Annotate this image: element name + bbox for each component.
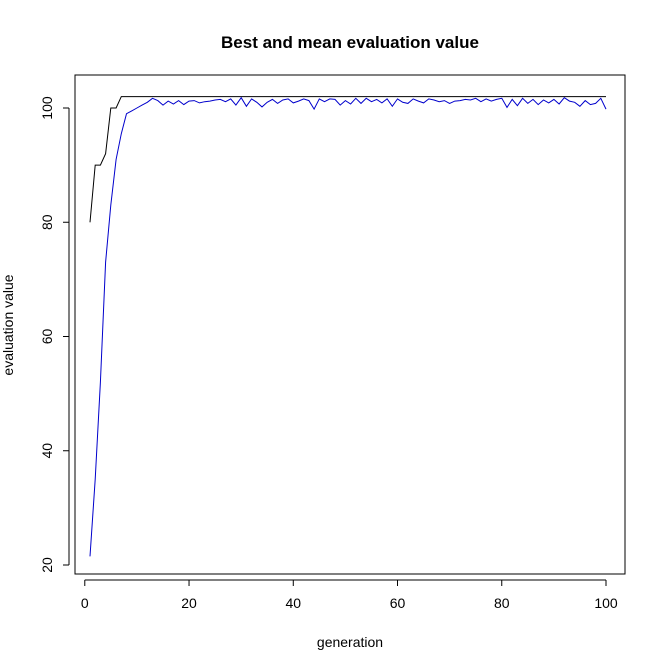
y-tick-label: 60 <box>39 329 55 345</box>
series-line-best <box>89 96 606 223</box>
x-tick-label: 20 <box>181 595 197 611</box>
x-tick-label: 0 <box>81 595 89 611</box>
y-tick-label: 20 <box>39 557 55 573</box>
x-axis-label: generation <box>317 634 383 650</box>
y-axis-label: evaluation value <box>0 274 16 375</box>
y-axis: 20 40 60 80 100 <box>39 96 70 573</box>
x-tick-label: 60 <box>390 595 406 611</box>
x-tick-label: 100 <box>594 595 618 611</box>
series-layer <box>89 96 607 557</box>
x-axis: 0 20 40 60 80 100 <box>81 579 618 611</box>
chart-title: Best and mean evaluation value <box>221 33 479 52</box>
series-line-mean <box>89 96 607 557</box>
y-tick-label: 80 <box>39 214 55 230</box>
x-tick-label: 40 <box>285 595 301 611</box>
y-tick-label: 40 <box>39 443 55 459</box>
x-tick-label: 80 <box>494 595 510 611</box>
plot-area-frame <box>74 74 626 575</box>
y-tick-label: 100 <box>39 96 55 120</box>
